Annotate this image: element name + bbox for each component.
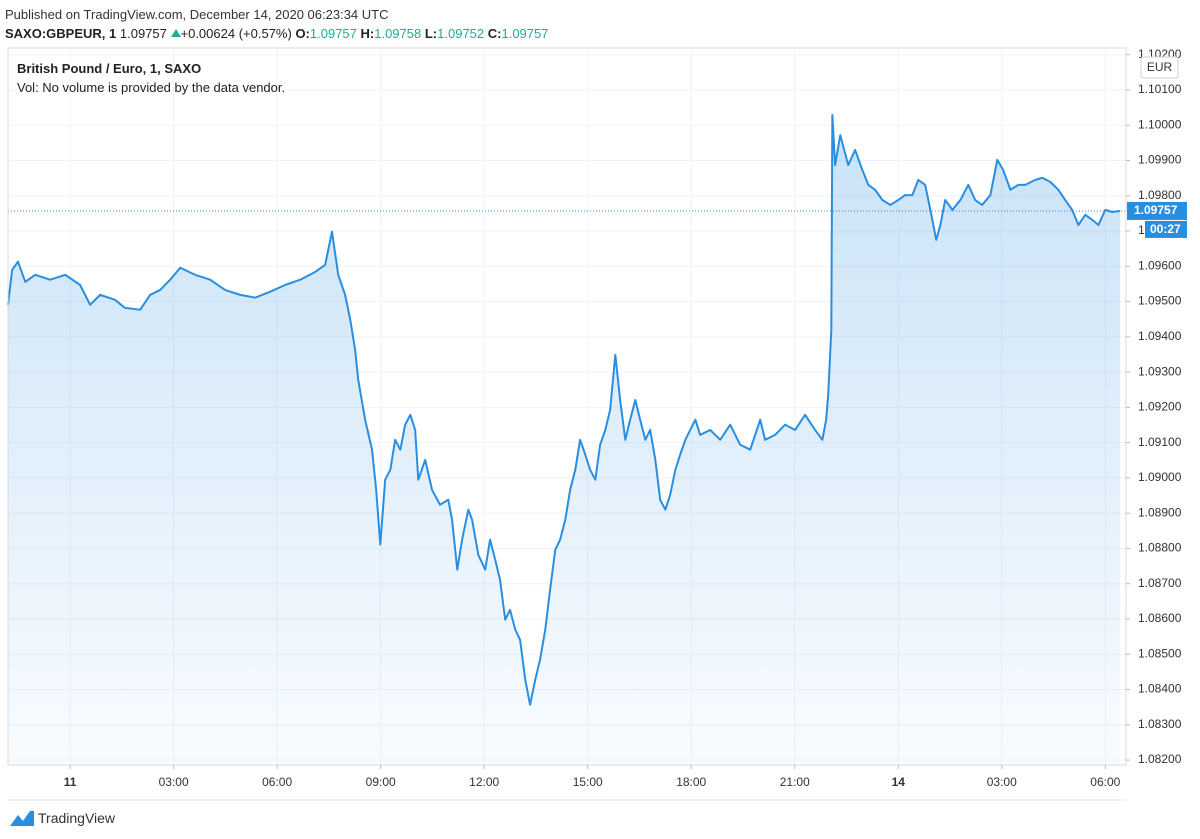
up-arrow <box>170 29 181 37</box>
x-tick-label: 09:00 <box>366 775 396 789</box>
y-tick-label: 1.08700 <box>1138 576 1182 590</box>
area <box>8 115 1121 765</box>
x-tick-label: 06:00 <box>1090 775 1120 789</box>
x-tick-label: 18:00 <box>676 775 706 789</box>
x-tick-label: 03:00 <box>159 775 189 789</box>
y-tick-label: 1.09100 <box>1138 435 1182 449</box>
currency-label[interactable]: EUR <box>1147 60 1173 74</box>
currency-button[interactable]: EUR <box>1140 56 1179 79</box>
low: 1.09752 <box>437 26 485 41</box>
close-label: C: <box>487 26 502 41</box>
y-tick-label: 1.09200 <box>1138 400 1182 414</box>
last-price-box <box>1127 201 1187 220</box>
y-tick-label: 1.09500 <box>1138 294 1182 308</box>
y-tick-label: 1.09000 <box>1138 470 1182 484</box>
countdown-box <box>1145 220 1187 238</box>
last: 1.09757 <box>119 26 167 41</box>
logo-icon <box>10 811 34 826</box>
chart-subtitle: Vol: No volume is provided by the data v… <box>17 80 286 95</box>
published-line: Published on TradingView.com, December 1… <box>5 7 389 22</box>
x-tick-label: 03:00 <box>987 775 1017 789</box>
logo-shape <box>10 811 34 826</box>
x-tick-label: 21:00 <box>780 775 810 789</box>
x-tick-label: 06:00 <box>262 775 292 789</box>
y-tick-label: 1.08300 <box>1138 717 1182 731</box>
symbol: SAXO:GBPEUR, 1 <box>5 26 117 41</box>
y-tick-label: 1.09400 <box>1138 329 1182 343</box>
countdown-label: 00:27 <box>1150 222 1181 236</box>
open-label: O: <box>295 26 310 41</box>
y-tick-label: 1.09300 <box>1138 364 1182 378</box>
x-tick-label: 14 <box>892 775 906 789</box>
y-tick-label: 1.08500 <box>1138 646 1182 660</box>
open: 1.09757 <box>309 26 357 41</box>
y-tick-label: 1.09800 <box>1138 188 1182 202</box>
x-tick-label: 11 <box>64 775 77 789</box>
plot <box>7 114 1126 765</box>
ohlc-line: SAXO:GBPEUR, 1 1.09757 +0.00624 (+0.57%)… <box>5 26 548 41</box>
y-tick-label: 1.08800 <box>1138 541 1182 555</box>
change: +0.00624 (+0.57%) <box>180 26 292 41</box>
chart-title: British Pound / Euro, 1, SAXO <box>17 61 202 76</box>
brand[interactable]: TradingView <box>38 810 116 826</box>
x-tick-label: 15:00 <box>573 775 603 789</box>
overlay: 1.09757 00:27 <box>1127 201 1187 238</box>
currency-box[interactable] <box>1140 56 1179 79</box>
y-tick-label: 1.09900 <box>1138 153 1182 167</box>
x-tick-label: 12:00 <box>469 775 499 789</box>
high-label: H: <box>360 26 375 41</box>
low-label: L: <box>424 26 438 41</box>
price-line <box>7 114 1121 706</box>
high: 1.09758 <box>374 26 422 41</box>
y-tick-label: 1.08400 <box>1138 682 1182 696</box>
y-tick-label: 1.08900 <box>1138 505 1182 519</box>
last-price-label: 1.09757 <box>1134 203 1178 217</box>
y-tick-label: 1.09600 <box>1138 258 1182 272</box>
published: Published on TradingView.com, December 1… <box>5 7 389 22</box>
y-tick-label: 1.08200 <box>1138 752 1182 766</box>
y-tick-label: 1.10000 <box>1138 117 1182 131</box>
y-tick-label: 1.08600 <box>1138 611 1182 625</box>
close: 1.09757 <box>501 26 549 41</box>
y-tick-label: 1.10100 <box>1138 82 1182 96</box>
plot-frame <box>7 47 1127 766</box>
